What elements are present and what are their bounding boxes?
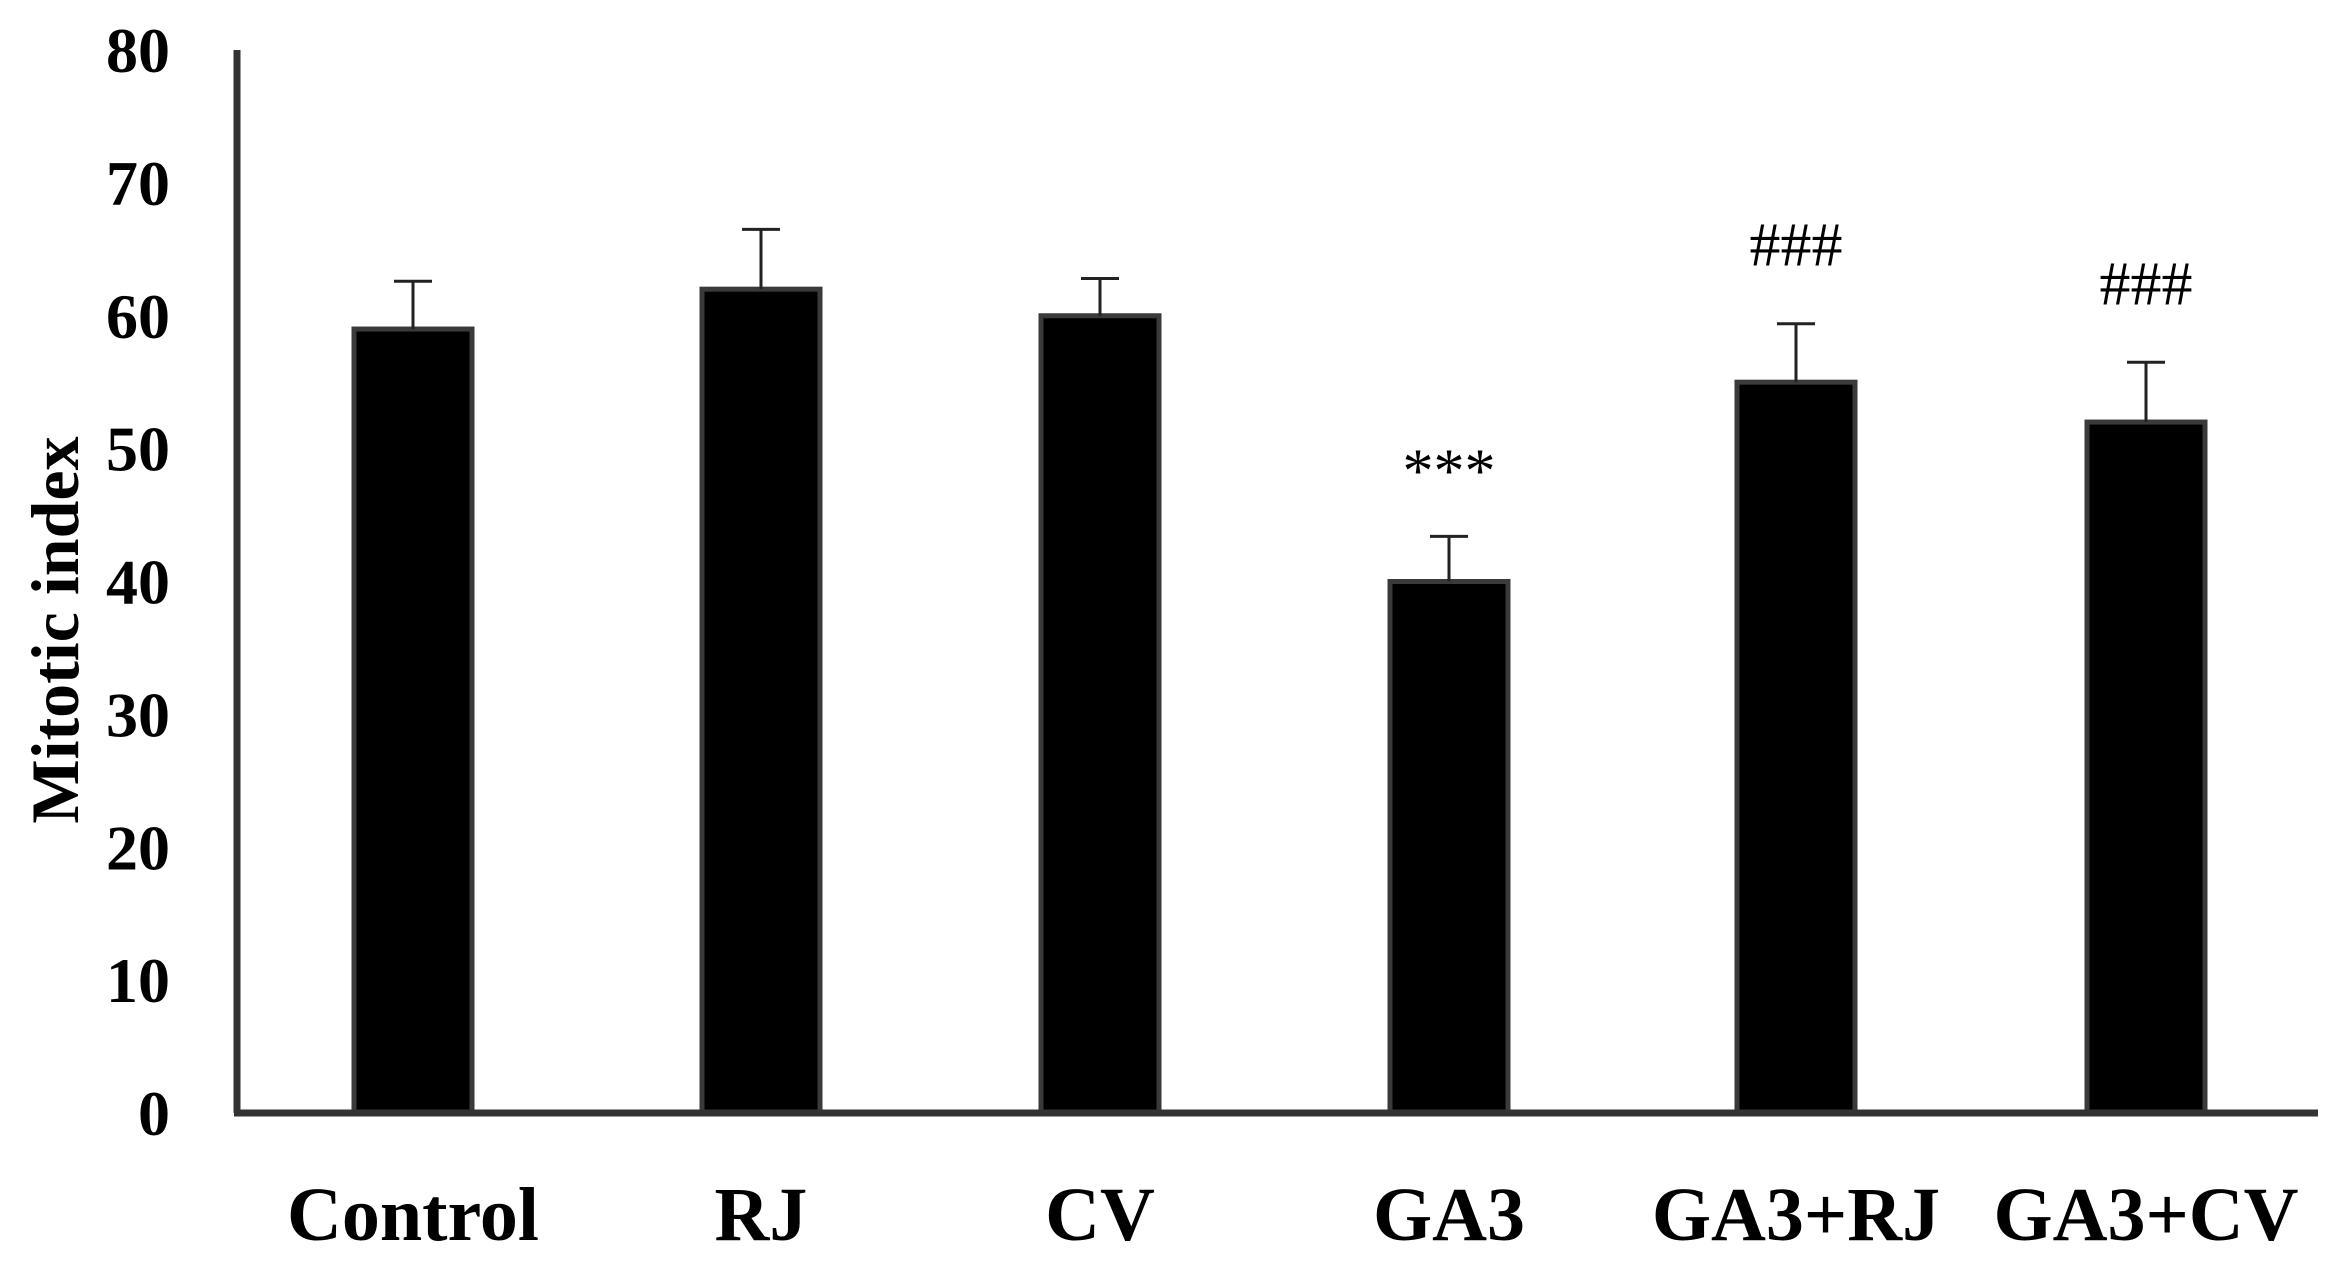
bar-ga3-plus-rj [1734, 379, 1858, 1116]
y-tick-label: 30 [106, 679, 170, 750]
significance-annotation: *** [1403, 437, 1496, 505]
x-category-label: GA3+CV [1993, 1173, 2298, 1257]
significance-annotation: ### [1750, 212, 1843, 280]
y-tick-label: 60 [106, 281, 170, 352]
y-tick-label: 0 [138, 1078, 170, 1149]
bar-ga3 [1387, 579, 1511, 1116]
significance-annotations: *** ### ### [1403, 212, 2193, 506]
y-tick-label: 50 [106, 414, 170, 485]
bar-rj [699, 286, 823, 1116]
x-category-label: CV [1045, 1173, 1155, 1257]
x-category-labels: Control RJ CV GA3 GA3+RJ GA3+CV [287, 1173, 2299, 1257]
bar-cv [1038, 313, 1162, 1116]
x-category-label: Control [287, 1173, 539, 1257]
error-bars-group [394, 227, 2165, 582]
y-tick-label: 10 [106, 945, 170, 1016]
x-category-label: RJ [715, 1173, 808, 1257]
x-category-label: GA3+RJ [1652, 1173, 1940, 1257]
y-tick-labels: 0 10 20 30 40 50 60 70 80 [106, 15, 170, 1149]
bar-ga3-plus-cv [2084, 419, 2208, 1116]
y-tick-label: 80 [106, 15, 170, 86]
bar-control [351, 326, 475, 1116]
y-tick-label: 70 [106, 148, 170, 219]
y-tick-label: 20 [106, 812, 170, 883]
x-category-label: GA3 [1373, 1173, 1525, 1257]
y-axis-title: Mitotic index [17, 436, 93, 823]
significance-annotation: ### [2100, 250, 2193, 318]
y-tick-label: 40 [106, 547, 170, 618]
bars-group [351, 286, 2208, 1116]
